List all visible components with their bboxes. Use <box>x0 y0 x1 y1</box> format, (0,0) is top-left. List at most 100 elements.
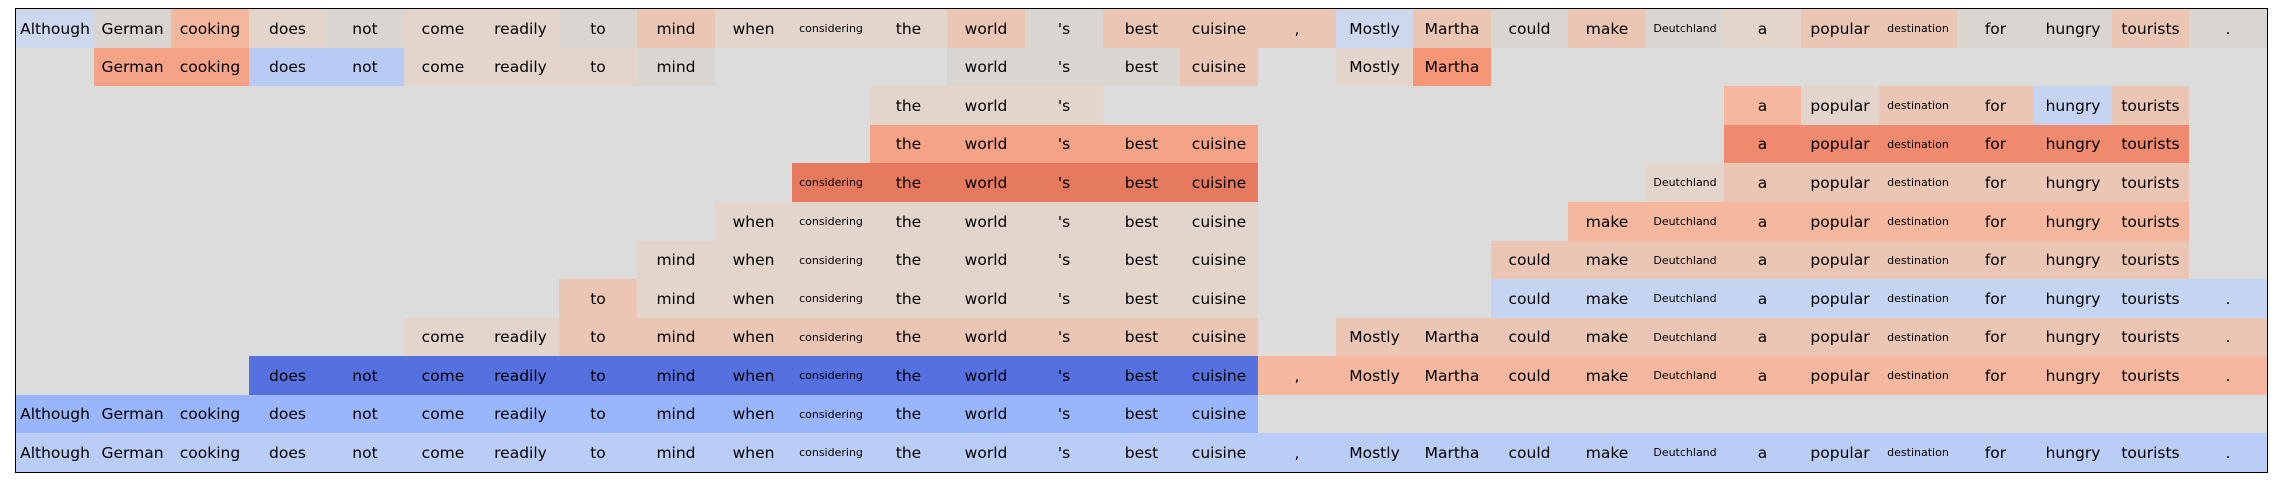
grid-cell: tourists <box>2112 86 2189 125</box>
grid-cell: the <box>870 433 947 472</box>
grid-cell: considering <box>792 241 870 279</box>
grid-cell: cuisine <box>1180 318 1258 356</box>
grid-cell: could <box>1491 279 1568 318</box>
grid-cell: Deutchland <box>1646 279 1724 318</box>
grid-cell: when <box>715 318 792 356</box>
grid-cell: German <box>94 395 171 433</box>
grid-cell: hungry <box>2034 125 2112 163</box>
grid-cell: when <box>715 9 792 48</box>
grid-cell: tourists <box>2112 125 2189 163</box>
grid-cell: Deutchland <box>1646 356 1724 395</box>
grid-cell: make <box>1568 433 1646 472</box>
grid-cell: popular <box>1801 86 1879 125</box>
grid-cell: best <box>1103 125 1180 163</box>
grid-cell: . <box>2189 356 2267 395</box>
grid-cell: cuisine <box>1180 202 1258 241</box>
grid-cell: Deutchland <box>1646 9 1724 48</box>
grid-cell: readily <box>482 48 559 86</box>
grid-cell: to <box>559 279 637 318</box>
grid-cell: could <box>1491 318 1568 356</box>
grid-cell: could <box>1491 9 1568 48</box>
grid-cell: considering <box>792 356 870 395</box>
grid-cell: hungry <box>2034 356 2112 395</box>
grid-cell: destination <box>1879 356 1957 395</box>
grid-cell: could <box>1491 356 1568 395</box>
grid-cell: hungry <box>2034 318 2112 356</box>
grid-cell: the <box>870 86 947 125</box>
grid-cell: Mostly <box>1336 9 1413 48</box>
grid-cell: for <box>1957 433 2034 472</box>
grid-cell: for <box>1957 356 2034 395</box>
grid-cell: mind <box>637 395 715 433</box>
grid-cell: a <box>1724 9 1801 48</box>
grid-cell: Mostly <box>1336 356 1413 395</box>
grid-cell: when <box>715 433 792 472</box>
grid-cell: a <box>1724 86 1801 125</box>
grid-cell: cuisine <box>1180 125 1258 163</box>
grid-cell: Martha <box>1413 9 1491 48</box>
grid-cell: best <box>1103 163 1180 202</box>
grid-cell: . <box>2189 433 2267 472</box>
grid-cell: 's <box>1025 48 1103 86</box>
grid-cell: hungry <box>2034 433 2112 472</box>
grid-cell: the <box>870 279 947 318</box>
grid-cell: Martha <box>1413 318 1491 356</box>
grid-cell: the <box>870 356 947 395</box>
grid-cell: does <box>249 433 326 472</box>
grid-cell: come <box>404 9 482 48</box>
grid-cell: 's <box>1025 356 1103 395</box>
grid-cell: hungry <box>2034 241 2112 279</box>
grid-cell: come <box>404 318 482 356</box>
grid-cell: Deutchland <box>1646 318 1724 356</box>
token-attention-grid: Although German cooking does not come readily t… <box>15 8 2268 473</box>
grid-cell: world <box>947 86 1025 125</box>
grid-cell: readily <box>482 395 559 433</box>
grid-cell: the <box>870 241 947 279</box>
grid-cell: , <box>1258 356 1336 395</box>
grid-cell: cooking <box>171 433 249 472</box>
grid-cell: when <box>715 356 792 395</box>
grid-cell: destination <box>1879 241 1957 279</box>
grid-cell: destination <box>1879 202 1957 241</box>
grid-cell: not <box>326 356 404 395</box>
grid-cell: does <box>249 356 326 395</box>
grid-cell: the <box>870 9 947 48</box>
grid-cell: 's <box>1025 433 1103 472</box>
grid-cell: tourists <box>2112 163 2189 202</box>
grid-cell: readily <box>482 433 559 472</box>
grid-cell: hungry <box>2034 202 2112 241</box>
grid-cell: not <box>326 433 404 472</box>
grid-cell: tourists <box>2112 433 2189 472</box>
grid-cell: hungry <box>2034 86 2112 125</box>
grid-cell: make <box>1568 9 1646 48</box>
grid-cell: destination <box>1879 86 1957 125</box>
grid-cell: when <box>715 279 792 318</box>
grid-cell: a <box>1724 356 1801 395</box>
grid-cell: best <box>1103 202 1180 241</box>
grid-cell: could <box>1491 241 1568 279</box>
grid-cell: popular <box>1801 356 1879 395</box>
grid-cell: destination <box>1879 318 1957 356</box>
grid-cell: cuisine <box>1180 48 1258 86</box>
grid-cell: the <box>870 125 947 163</box>
grid-cell: readily <box>482 356 559 395</box>
grid-cell: tourists <box>2112 356 2189 395</box>
grid-cell: considering <box>792 279 870 318</box>
grid-cell: when <box>715 202 792 241</box>
grid-cell: not <box>326 9 404 48</box>
grid-cell: cuisine <box>1180 279 1258 318</box>
grid-cell: could <box>1491 433 1568 472</box>
grid-cell: mind <box>637 433 715 472</box>
grid-cell: a <box>1724 433 1801 472</box>
grid-cell: the <box>870 318 947 356</box>
grid-cell: a <box>1724 163 1801 202</box>
grid-cell: Although <box>16 395 94 433</box>
grid-cell: Mostly <box>1336 48 1413 86</box>
grid-cell: 's <box>1025 163 1103 202</box>
grid-cell: world <box>947 241 1025 279</box>
grid-cell: for <box>1957 318 2034 356</box>
grid-cell: world <box>947 279 1025 318</box>
grid-cell: best <box>1103 433 1180 472</box>
grid-cell: popular <box>1801 433 1879 472</box>
grid-cell: 's <box>1025 241 1103 279</box>
